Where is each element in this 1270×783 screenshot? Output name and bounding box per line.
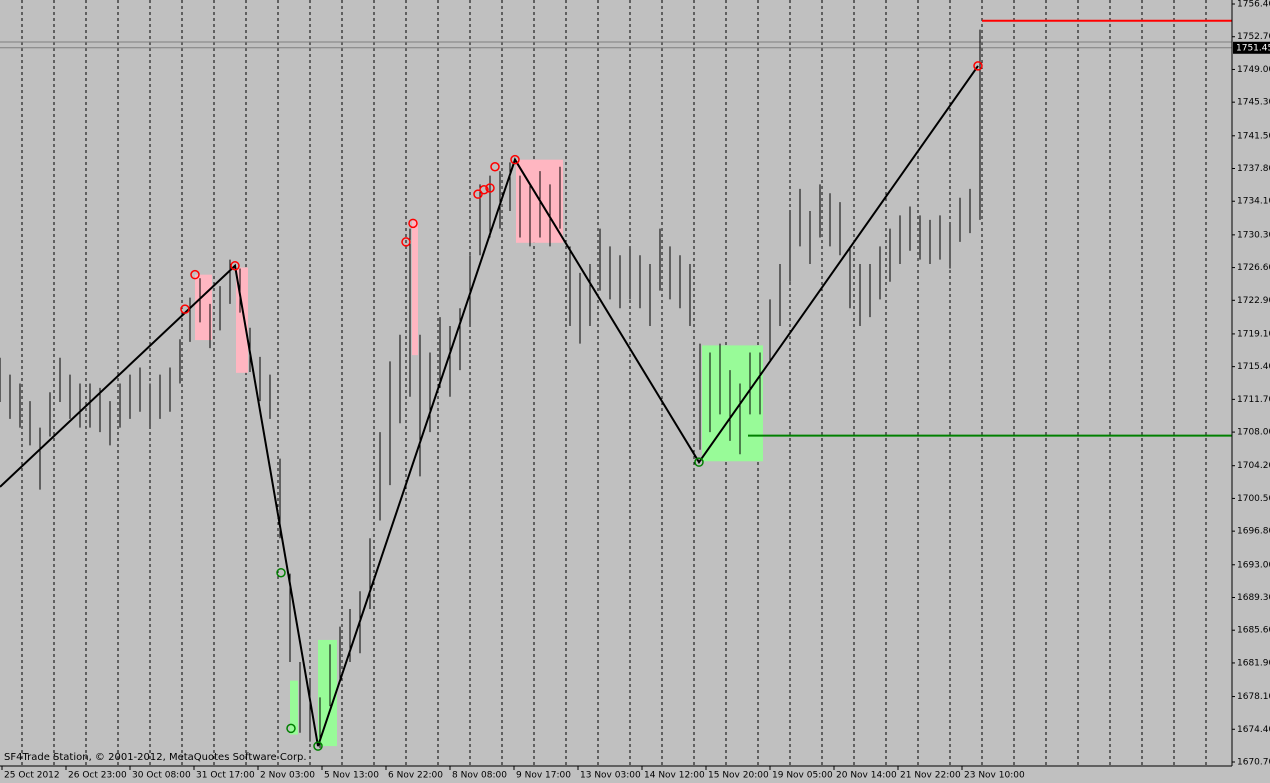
current-price-box <box>1233 41 1270 54</box>
zone <box>195 274 212 341</box>
x-tick-label: 23 Nov 10:00 <box>964 771 1025 781</box>
x-tick-label: 8 Nov 08:00 <box>452 771 507 781</box>
y-tick-label: 1696.80 <box>1237 527 1270 537</box>
x-tick-label: 13 Nov 03:00 <box>580 771 641 781</box>
y-tick-label: 1730.30 <box>1237 230 1270 240</box>
y-tick-label: 1685.60 <box>1237 626 1270 636</box>
period-separators <box>21 0 1207 766</box>
y-tick-label: 1678.10 <box>1237 692 1270 702</box>
x-tick-label: 26 Oct 23:00 <box>68 771 127 781</box>
y-tick-label: 1719.10 <box>1237 329 1270 339</box>
y-tick-label: 1726.60 <box>1237 263 1270 273</box>
zone <box>412 220 418 356</box>
swing-marker <box>401 237 411 247</box>
y-tick-label: 1715.40 <box>1237 362 1270 372</box>
y-tick-label: 1734.10 <box>1237 197 1270 207</box>
swing-marker <box>510 154 520 165</box>
plot-area <box>0 19 1232 751</box>
x-tick-label: 19 Nov 05:00 <box>772 771 833 781</box>
y-tick-label: 1689.30 <box>1237 593 1270 603</box>
swing-marker <box>973 61 983 71</box>
x-tick-label: 25 Oct 2012 <box>4 771 60 781</box>
y-tick-label: 1674.40 <box>1237 725 1270 735</box>
y-tick-label: 1708.00 <box>1237 428 1270 438</box>
swing-marker <box>408 218 418 229</box>
y-tick-label: 1749.00 <box>1237 65 1270 75</box>
zone <box>318 639 337 747</box>
y-tick-label: 1752.70 <box>1237 32 1270 42</box>
y-tick-label: 1722.90 <box>1237 296 1270 306</box>
x-tick-label: 15 Nov 20:00 <box>708 771 769 781</box>
swing-marker <box>276 567 286 578</box>
y-tick-label: 1711.70 <box>1237 395 1270 405</box>
y-tick-label: 1670.70 <box>1237 758 1270 768</box>
swing-marker <box>313 741 323 751</box>
x-tick-label: 2 Nov 03:00 <box>260 771 315 781</box>
x-tick-label: 30 Oct 08:00 <box>132 771 191 781</box>
swing-marker <box>490 161 500 172</box>
swing-marker <box>485 183 495 193</box>
swing-marker <box>694 457 704 467</box>
zone <box>290 680 298 735</box>
x-tick-label: 31 Oct 17:00 <box>196 771 255 781</box>
swing-marker <box>286 723 296 734</box>
y-tick-label: 1741.50 <box>1237 131 1270 141</box>
y-tick-label: 1681.90 <box>1237 658 1270 668</box>
y-tick-label: 1704.20 <box>1237 461 1270 471</box>
x-tick-label: 20 Nov 14:00 <box>836 771 897 781</box>
copyright: SF4Trade Station, © 2001-2012, MetaQuote… <box>4 752 307 763</box>
swing-marker <box>473 189 483 199</box>
x-tick-label: 14 Nov 12:00 <box>644 771 705 781</box>
x-tick-label: 21 Nov 22:00 <box>900 771 961 781</box>
y-tick-label: 1693.00 <box>1237 560 1270 570</box>
y-tick-label: 1737.80 <box>1237 164 1270 174</box>
x-tick-label: 9 Nov 17:00 <box>516 771 571 781</box>
swing-marker <box>190 269 200 280</box>
y-tick-label: 1756.40 <box>1237 0 1270 10</box>
swing-marker <box>230 261 240 271</box>
zigzag <box>0 65 979 747</box>
current-price-label: 1751.45 <box>1236 43 1270 53</box>
swing-marker <box>180 304 190 314</box>
y-tick-label: 1745.30 <box>1237 98 1270 108</box>
x-tick-label: 5 Nov 13:00 <box>324 771 379 781</box>
swing-marker <box>479 184 489 195</box>
x-tick-label: 6 Nov 22:00 <box>388 771 443 781</box>
y-tick-label: 1700.50 <box>1237 494 1270 504</box>
